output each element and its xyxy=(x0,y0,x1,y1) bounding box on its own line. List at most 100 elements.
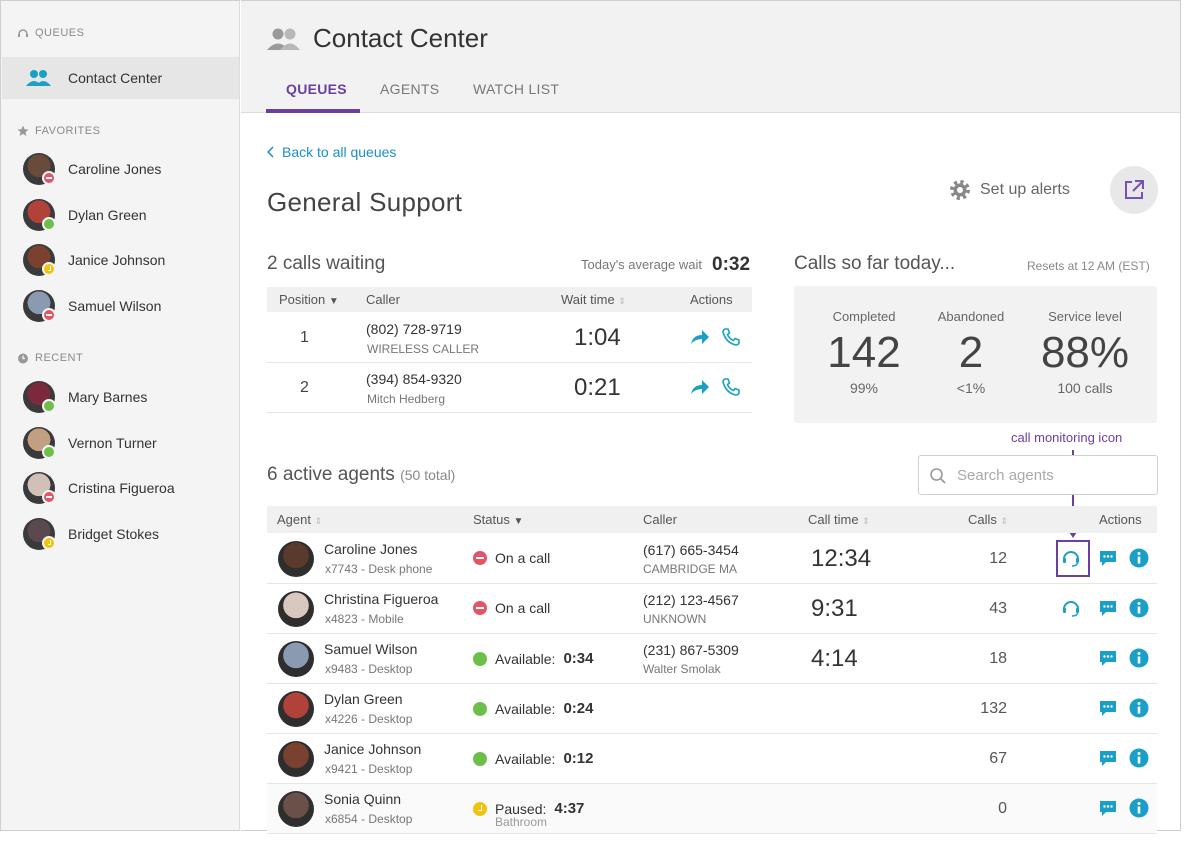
sidebar-contact-janice-johnson[interactable]: Janice Johnson xyxy=(1,242,239,282)
chat-button[interactable] xyxy=(1099,800,1117,822)
info-icon[interactable] xyxy=(1129,748,1149,768)
column-header-wait-time[interactable]: Wait time ⇕ xyxy=(561,292,626,307)
chat-icon[interactable] xyxy=(1099,550,1117,567)
calls-today-panel: Completed 142 99% Abandoned 2 <1% Servic… xyxy=(794,286,1157,423)
chat-button[interactable] xyxy=(1099,550,1117,572)
chat-icon[interactable] xyxy=(1099,750,1117,767)
agent-extension: x9421 - Desktop xyxy=(325,762,413,776)
open-external-button[interactable] xyxy=(1110,166,1158,214)
avatar xyxy=(278,741,314,777)
info-button[interactable] xyxy=(1129,548,1149,573)
answer-call-button[interactable] xyxy=(722,378,740,401)
call-monitoring-button[interactable] xyxy=(1061,597,1081,624)
queues-section-header: QUEUES xyxy=(17,27,84,39)
table-header: Position ▼ Caller Wait time ⇕ Actions xyxy=(267,287,752,312)
agent-name[interactable]: Christina Figueroa xyxy=(324,591,439,607)
stat-label: Abandoned xyxy=(937,309,1005,324)
agent-name[interactable]: Samuel Wilson xyxy=(324,641,418,657)
info-button[interactable] xyxy=(1129,748,1149,773)
status-duration: 4:37 xyxy=(554,800,585,817)
info-button[interactable] xyxy=(1129,698,1149,723)
caller-phone: (212) 123-4567 xyxy=(643,592,739,608)
call-time: 4:14 xyxy=(811,645,858,672)
presence-status-icon xyxy=(42,262,56,276)
chat-icon[interactable] xyxy=(1099,700,1117,717)
column-header-actions: Actions xyxy=(690,292,733,307)
transfer-button[interactable] xyxy=(690,329,710,350)
sidebar-contact-vernon-turner[interactable]: Vernon Turner xyxy=(1,425,239,465)
active-agents-title: 6 active agents (50 total) xyxy=(267,464,455,486)
sidebar-item-label: Contact Center xyxy=(68,70,163,86)
call-monitoring-icon[interactable] xyxy=(1061,597,1081,619)
answer-call-button[interactable] xyxy=(722,328,740,351)
sidebar-contact-samuel-wilson[interactable]: Samuel Wilson xyxy=(1,288,239,328)
info-icon[interactable] xyxy=(1129,598,1149,618)
agent-name[interactable]: Sonia Quinn xyxy=(324,791,402,807)
search-agents-field[interactable] xyxy=(918,455,1158,495)
call-monitoring-icon[interactable] xyxy=(1061,547,1081,569)
column-header-status[interactable]: Status ▼ xyxy=(473,512,524,527)
info-button[interactable] xyxy=(1129,648,1149,673)
agent-name[interactable]: Dylan Green xyxy=(324,691,403,707)
group-icon xyxy=(267,28,300,50)
status-text: Available: xyxy=(495,700,556,717)
chat-icon[interactable] xyxy=(1099,600,1117,617)
presence-status-icon xyxy=(42,444,56,459)
agent-status: Paused: 4:37 xyxy=(473,800,584,817)
column-header-agent[interactable]: Agent ⇕ xyxy=(277,512,323,527)
sidebar-contact-bridget-stokes[interactable]: Bridget Stokes xyxy=(1,516,239,556)
column-header-position[interactable]: Position ▼ xyxy=(279,292,339,307)
caller-phone: (394) 854-9320 xyxy=(366,371,462,387)
avatar xyxy=(278,641,314,677)
sidebar-contact-dylan-green[interactable]: Dylan Green xyxy=(1,197,239,237)
search-agents-input[interactable] xyxy=(957,465,1147,485)
table-row: Christina Figueroa x4823 - Mobile On a cal… xyxy=(267,584,1157,634)
set-up-alerts-button[interactable]: Set up alerts xyxy=(948,178,1070,202)
table-row: 2 (394) 854-9320 Mitch Hedberg 0:21 xyxy=(267,363,752,413)
status-icon xyxy=(473,601,487,615)
chat-button[interactable] xyxy=(1099,700,1117,722)
info-icon[interactable] xyxy=(1129,648,1149,668)
chat-button[interactable] xyxy=(1099,750,1117,772)
agent-name[interactable]: Caroline Jones xyxy=(324,541,418,557)
info-icon[interactable] xyxy=(1129,698,1149,718)
sidebar-contact-caroline-jones[interactable]: Caroline Jones xyxy=(1,151,239,191)
info-icon[interactable] xyxy=(1129,548,1149,568)
calls-count: 0 xyxy=(998,800,1007,817)
agent-name[interactable]: Janice Johnson xyxy=(324,741,422,757)
chat-button[interactable] xyxy=(1099,650,1117,672)
table-row: Sonia Quinn x6854 - Desktop Paused: 4:37 Bat… xyxy=(267,784,1157,834)
caller-phone: (802) 728-9719 xyxy=(366,321,462,337)
column-header-call-time[interactable]: Call time ⇕ xyxy=(808,512,870,527)
info-icon[interactable] xyxy=(1129,798,1149,818)
tab-agents[interactable]: AGENTS xyxy=(380,81,440,97)
caller-name: WIRELESS CALLER xyxy=(367,342,480,356)
chat-icon[interactable] xyxy=(1099,650,1117,667)
presence-status-icon xyxy=(42,171,56,185)
sidebar-item-contact-center[interactable]: Contact Center xyxy=(2,57,239,99)
clock-icon xyxy=(18,353,28,364)
caller-location: Walter Smolak xyxy=(643,662,721,676)
tab-queues[interactable]: QUEUES xyxy=(286,81,347,97)
transfer-button[interactable] xyxy=(690,379,710,400)
average-wait-label: Today's average wait xyxy=(581,257,702,272)
back-to-queues-link[interactable]: Back to all queues xyxy=(267,144,396,160)
call-monitoring-button[interactable] xyxy=(1061,547,1081,574)
headset-icon xyxy=(18,29,28,37)
chat-icon[interactable] xyxy=(1099,800,1117,817)
contact-name: Bridget Stokes xyxy=(68,525,160,542)
agent-extension: x6854 - Desktop xyxy=(325,812,413,826)
sidebar-contact-cristina-figueroa[interactable]: Cristina Figueroa xyxy=(1,470,239,510)
info-button[interactable] xyxy=(1129,598,1149,623)
annotation-highlight-box xyxy=(1056,540,1090,577)
chat-button[interactable] xyxy=(1099,600,1117,622)
calls-count: 132 xyxy=(980,700,1007,717)
agent-status: On a call xyxy=(473,600,558,616)
external-link-icon xyxy=(1125,180,1144,199)
sidebar-contact-mary-barnes[interactable]: Mary Barnes xyxy=(1,379,239,419)
info-button[interactable] xyxy=(1129,798,1149,823)
contact-name: Cristina Figueroa xyxy=(68,480,175,496)
wait-time: 1:04 xyxy=(574,324,621,351)
column-header-calls[interactable]: Calls ⇕ xyxy=(968,512,1009,527)
tab-watch-list[interactable]: WATCH LIST xyxy=(473,81,560,97)
